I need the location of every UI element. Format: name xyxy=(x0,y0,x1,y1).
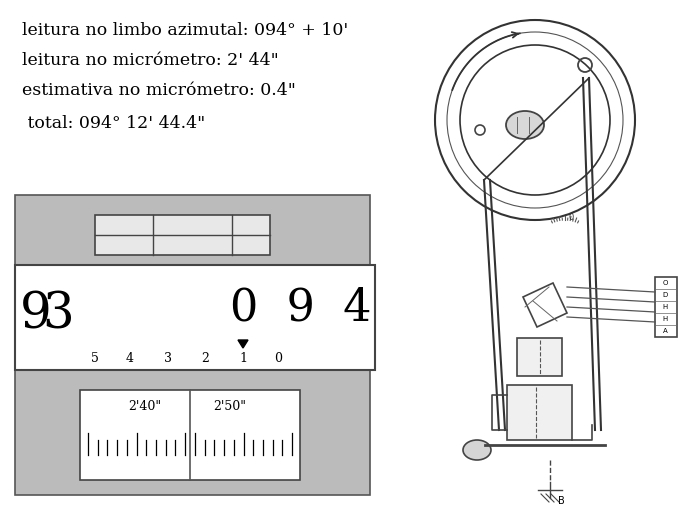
Bar xyxy=(655,277,677,337)
Bar xyxy=(507,385,572,440)
Ellipse shape xyxy=(506,111,544,139)
Text: 9: 9 xyxy=(20,290,52,340)
Bar xyxy=(80,390,300,480)
Text: H: H xyxy=(662,316,668,322)
Text: A: A xyxy=(662,328,667,334)
Text: estimativa no micrómetro: 0.4": estimativa no micrómetro: 0.4" xyxy=(22,82,296,99)
Bar xyxy=(15,265,375,370)
Text: 2'40": 2'40" xyxy=(129,400,162,413)
Text: 2: 2 xyxy=(201,352,209,365)
Ellipse shape xyxy=(463,440,491,460)
Bar xyxy=(15,195,370,495)
Text: leitura no micrómetro: 2' 44": leitura no micrómetro: 2' 44" xyxy=(22,52,279,69)
Text: 0  9  4: 0 9 4 xyxy=(230,286,371,330)
Text: 3: 3 xyxy=(164,352,172,365)
Bar xyxy=(95,215,270,255)
Text: 4: 4 xyxy=(126,352,134,365)
Text: 0: 0 xyxy=(274,352,282,365)
Text: total: 094° 12' 44.4": total: 094° 12' 44.4" xyxy=(22,115,205,132)
Text: 2'50": 2'50" xyxy=(214,400,246,413)
Text: 1: 1 xyxy=(239,352,247,365)
Polygon shape xyxy=(238,340,248,348)
Text: H: H xyxy=(662,304,668,310)
Text: leitura no limbo azimutal: 094° + 10': leitura no limbo azimutal: 094° + 10' xyxy=(22,22,348,39)
Text: 5: 5 xyxy=(91,352,99,365)
Text: D: D xyxy=(662,292,668,298)
Bar xyxy=(517,338,562,376)
Text: O: O xyxy=(662,280,668,286)
Text: B: B xyxy=(558,496,565,506)
Text: 0: 0 xyxy=(568,214,574,222)
Text: 3: 3 xyxy=(42,290,73,340)
